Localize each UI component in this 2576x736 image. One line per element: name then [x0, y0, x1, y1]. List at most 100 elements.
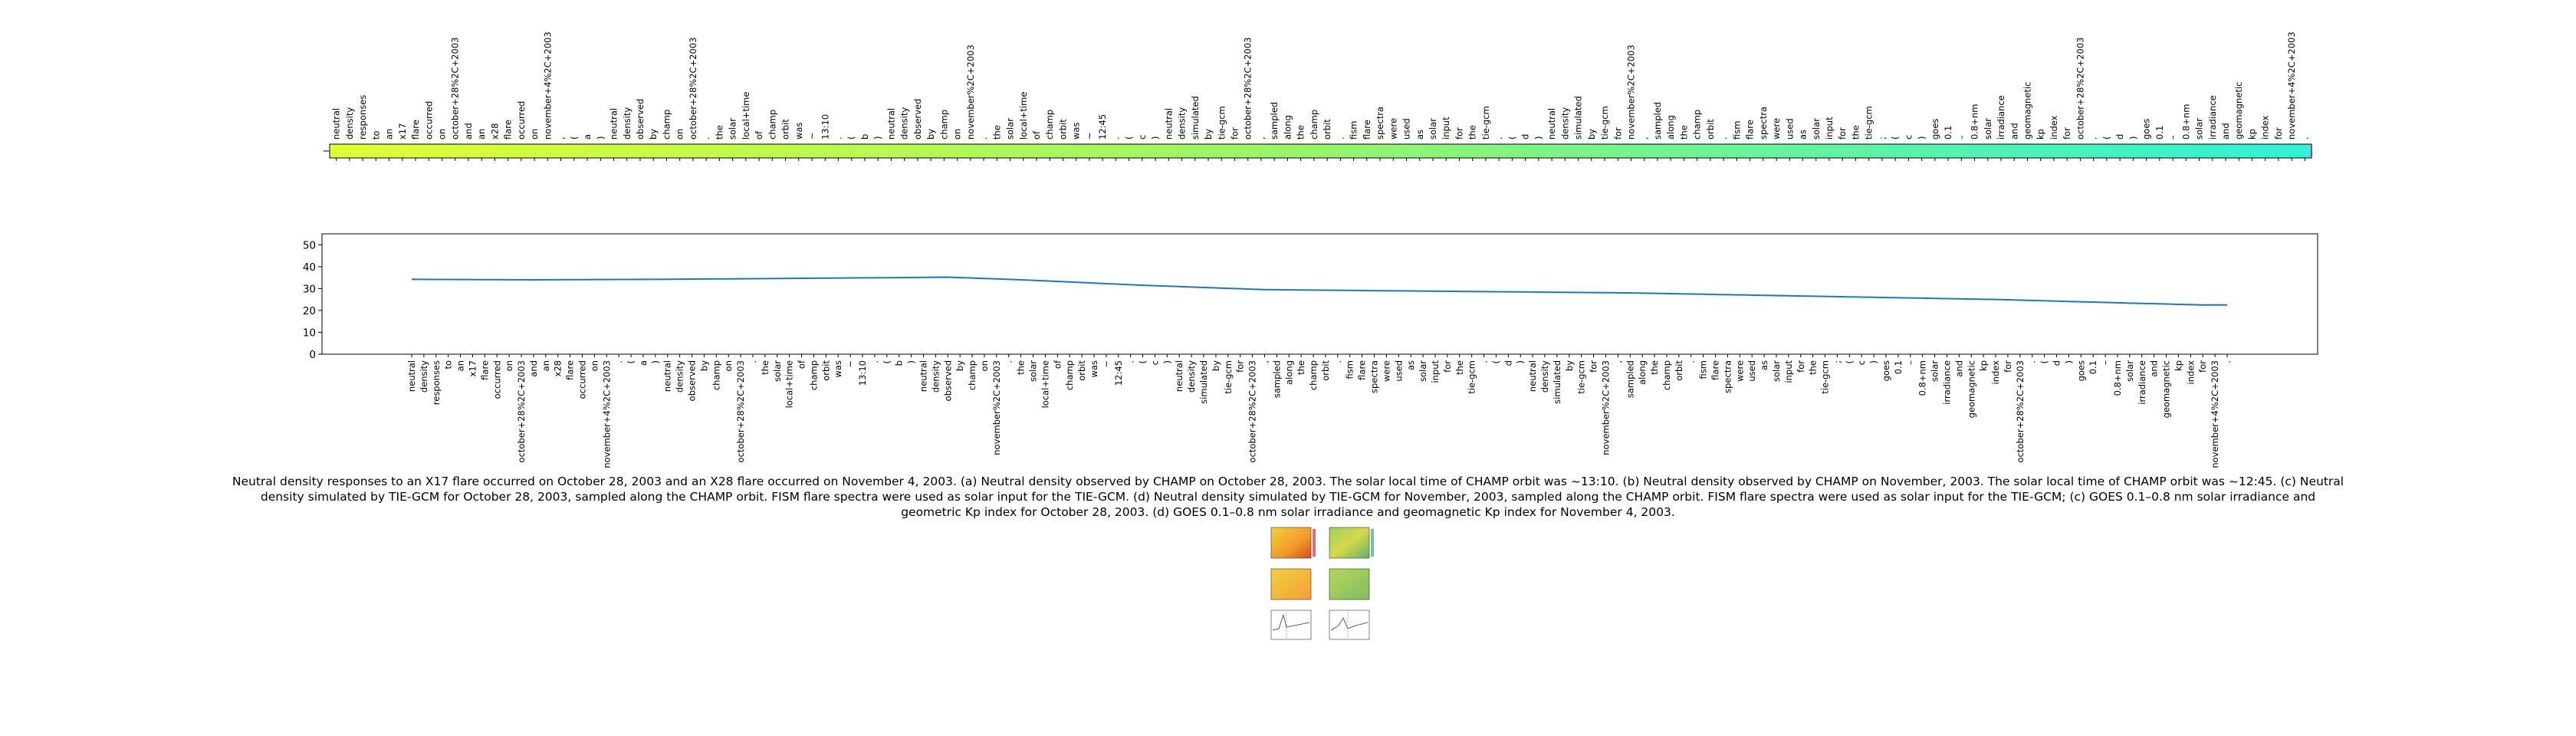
x-tick-label: flare	[1357, 360, 1368, 380]
x-tick-label: simulated	[1552, 360, 1562, 404]
heatmap-token-label: november%2C+2003	[965, 44, 976, 140]
heatmap-token-label: input	[1441, 117, 1451, 140]
x-tick-label: )	[1515, 360, 1526, 364]
x-tick-label: flare	[1710, 360, 1721, 380]
x-tick-label: fism	[1698, 360, 1709, 379]
heatmap-token-label: index	[2049, 115, 2059, 140]
heatmap-token-label: november+4%2C+2003	[542, 31, 553, 140]
heatmap-cell	[1888, 144, 1903, 158]
heatmap-cell	[1598, 144, 1612, 158]
heatmap-token-label: solar	[2194, 118, 2205, 140]
x-tick-label: 0.1	[2088, 360, 2098, 374]
heatmap-token-label: flare	[503, 120, 514, 140]
heatmap-cell	[1175, 144, 1189, 158]
heatmap-token-label: occurred	[516, 101, 527, 140]
heatmap-token-label: an	[384, 129, 395, 140]
heatmap-token-label: october+28%2C+2003	[1243, 38, 1254, 140]
heatmap-cell	[2232, 144, 2246, 158]
x-tick-label: )	[906, 360, 917, 364]
x-tick-label: champ	[808, 360, 819, 390]
heatmap-token-label: an	[476, 129, 487, 140]
heatmap-token-label: october+28%2C+2003	[688, 38, 698, 140]
heatmap-token-label: ~	[807, 132, 817, 140]
x-tick-label: neutral	[1174, 360, 1184, 392]
heatmap-cell	[1532, 144, 1546, 158]
y-tick-label: 0	[309, 349, 316, 361]
x-tick-label: the	[1649, 360, 1660, 375]
heatmap-cell	[2259, 144, 2272, 158]
x-tick-label: november+4%2C+2003	[601, 360, 612, 468]
x-tick-label: fism	[1345, 360, 1355, 379]
heatmap-cell	[831, 144, 846, 158]
x-tick-label: .	[1332, 360, 1343, 363]
heatmap-cell	[1056, 144, 1070, 158]
heatmap-cell	[2073, 144, 2088, 158]
heatmap-token-label: by	[1203, 129, 1214, 140]
heatmap-token-label: tie-gcm	[1216, 106, 1227, 140]
heatmap-cell	[2245, 144, 2259, 158]
heatmap-token-label: for	[1454, 127, 1464, 140]
x-tick-label: geomagnetic	[1966, 360, 1976, 418]
x-tick-label: neutral	[406, 360, 417, 392]
heatmap-token-label: x17	[397, 123, 408, 140]
heatmap-cell	[1862, 144, 1876, 158]
heatmap-token-label: was	[794, 123, 804, 140]
heatmap-cell	[1928, 144, 1943, 158]
x-tick-label: solar	[1771, 360, 1782, 382]
x-tick-label: the	[1296, 360, 1306, 375]
heatmap-cell	[871, 144, 886, 158]
heatmap-cell	[990, 144, 1004, 158]
x-tick-label: as	[1759, 360, 1769, 370]
x-tick-label: 12:45	[1113, 360, 1124, 386]
heatmap-cell	[330, 144, 343, 158]
heatmap-cell	[765, 144, 780, 158]
heatmap-token-label: –	[2167, 135, 2178, 140]
heatmap-token-label: local+time	[741, 92, 751, 140]
heatmap-token-label: b	[859, 134, 870, 140]
heatmap-token-label: .	[1493, 136, 1504, 140]
heatmap-cell	[845, 144, 859, 158]
x-tick-label: for	[1796, 360, 1806, 373]
x-tick-label: –	[2100, 360, 2111, 365]
heatmap-cell	[1651, 144, 1665, 158]
heatmap-token-label: (	[1890, 136, 1901, 140]
x-tick-label: the	[1808, 360, 1819, 375]
x-tick-label: observed	[687, 360, 698, 401]
heatmap-cell	[2047, 144, 2062, 158]
heatmap-cell	[2153, 144, 2167, 158]
heatmap-token-label: tie-gcm	[1480, 106, 1491, 140]
heatmap-cell	[778, 144, 793, 158]
heatmap-token-label: )	[2128, 136, 2138, 140]
heatmap-cell	[1109, 144, 1123, 158]
x-tick-label: tie-gcm	[1576, 360, 1587, 394]
heatmap-token-label: solar	[1983, 118, 1993, 140]
heatmap-token-label: ,	[1639, 136, 1650, 140]
heatmap-cell	[1585, 144, 1598, 158]
heatmap-token-label: champ	[1692, 110, 1703, 140]
x-tick-label: .	[2222, 360, 2233, 363]
heatmap-token-label: champ	[661, 110, 672, 140]
x-tick-label: on	[723, 360, 734, 371]
heatmap-token-label: the	[991, 125, 1002, 140]
x-tick-label: along	[1283, 360, 1294, 385]
heatmap-cell	[2100, 144, 2114, 158]
heatmap-token-label: november%2C+2003	[1625, 44, 1636, 140]
heatmap-cell	[1413, 144, 1427, 158]
x-tick-label: .	[613, 360, 624, 363]
heatmap-cell	[1162, 144, 1176, 158]
heatmap-token-label: to	[370, 130, 381, 140]
x-tick-label: a	[638, 360, 649, 366]
heatmap-cell	[1214, 144, 1229, 158]
heatmap-cell	[1096, 144, 1110, 158]
heatmap-token-label: irradiance	[1996, 95, 2006, 140]
heatmap-cell	[449, 144, 462, 158]
heatmap-cell	[1756, 144, 1771, 158]
heatmap-cell	[527, 144, 542, 158]
x-tick-label: .	[748, 360, 758, 363]
heatmap-token-label: d	[1520, 134, 1531, 140]
x-tick-label: solar	[772, 360, 783, 382]
heatmap-token-label: (	[569, 136, 580, 140]
heatmap-token-label: )	[872, 136, 883, 140]
heatmap-cell	[1783, 144, 1797, 158]
